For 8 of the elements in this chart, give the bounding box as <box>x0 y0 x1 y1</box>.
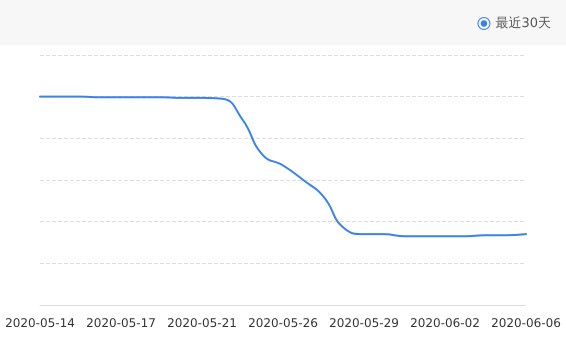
x-tick-label: 2020-06-02 <box>410 316 480 330</box>
x-tick-label: 2020-05-17 <box>86 316 156 330</box>
legend-label: 最近30天 <box>495 16 552 31</box>
x-tick-label: 2020-05-26 <box>248 316 318 330</box>
x-tick-label: 2020-05-21 <box>167 316 237 330</box>
x-tick-label: 2020-05-14 <box>5 316 75 330</box>
x-tick-label: 2020-06-06 <box>491 316 561 330</box>
x-tick-label: 2020-05-29 <box>329 316 399 330</box>
